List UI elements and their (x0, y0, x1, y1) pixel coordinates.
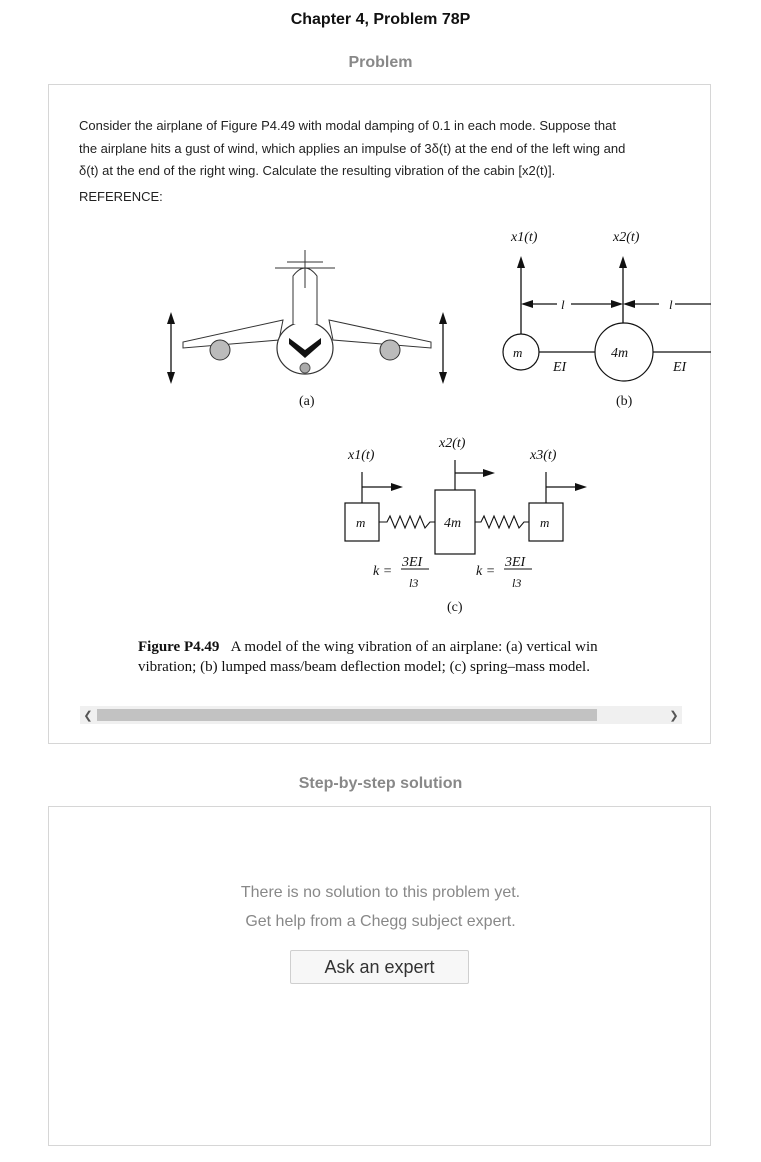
problem-text-line: Consider the airplane of Figure P4.49 wi… (79, 118, 616, 133)
airplane-drawing (167, 250, 447, 384)
horizontal-scrollbar[interactable]: ❮ ❯ (80, 706, 682, 724)
mass-m-label: m (540, 515, 549, 530)
problem-text-line: the airplane hits a gust of wind, which … (79, 140, 626, 156)
l-label: l (669, 297, 673, 312)
solution-heading: Step-by-step solution (298, 775, 463, 792)
caption-figure-number: Figure P4.49 (138, 639, 220, 655)
no-solution-message: There is no solution to this problem yet… (240, 884, 521, 901)
expert-help-message: Get help from a Chegg subject expert. (245, 913, 516, 930)
spring-mass-model (344, 460, 587, 570)
k-denominator: l3 (512, 576, 521, 590)
figure-label-b: (b) (616, 394, 633, 409)
problem-text: Consider the airplane of Figure P4.49 wi… (79, 115, 689, 183)
chevron-right-icon[interactable]: ❯ (669, 709, 679, 722)
k-eq-label: k = (476, 564, 495, 579)
figure-area: (a) (105, 223, 711, 683)
lumped-mass-model (502, 256, 711, 382)
x1-label: x1(t) (510, 230, 538, 245)
caption-line: vibration; (b) lumped mass/beam deflecti… (138, 659, 590, 675)
page-title: Chapter 4, Problem 78P (290, 11, 471, 28)
k-denominator: l3 (409, 576, 418, 590)
ask-expert-button[interactable]: Ask an expert (290, 950, 469, 984)
ei-label: EI (672, 360, 688, 375)
x3-label: x3(t) (529, 448, 557, 463)
k-numerator: 3EI (504, 555, 527, 570)
problem-heading: Problem (348, 54, 413, 71)
caption-line: A model of the wing vibration of an airp… (230, 639, 598, 655)
figure-label-a: (a) (299, 394, 315, 409)
x2-label: x2(t) (438, 436, 466, 451)
reference-label: REFERENCE: (79, 189, 163, 204)
problem-text-line: δ(t) at the end of the right wing. Calcu… (79, 163, 556, 178)
mass-m-label: m (513, 345, 522, 360)
mass-4m-label: 4m (444, 516, 461, 531)
problem-panel: Consider the airplane of Figure P4.49 wi… (48, 84, 711, 744)
figure-label-c: (c) (447, 600, 463, 615)
figure-drawing: (a) (167, 230, 711, 615)
l-label: l (561, 297, 565, 312)
x1-label: x1(t) (347, 448, 375, 463)
figure-caption: Figure P4.49 A model of the wing vibrati… (138, 637, 698, 677)
mass-m-label: m (356, 515, 365, 530)
k-numerator: 3EI (401, 555, 424, 570)
mass-4m-label: 4m (611, 346, 628, 361)
k-eq-label: k = (373, 564, 392, 579)
solution-panel: There is no solution to this problem yet… (48, 806, 711, 1146)
x2-label: x2(t) (612, 230, 640, 245)
scroll-thumb[interactable] (97, 709, 597, 721)
ei-label: EI (552, 360, 568, 375)
chevron-left-icon[interactable]: ❮ (83, 709, 93, 722)
